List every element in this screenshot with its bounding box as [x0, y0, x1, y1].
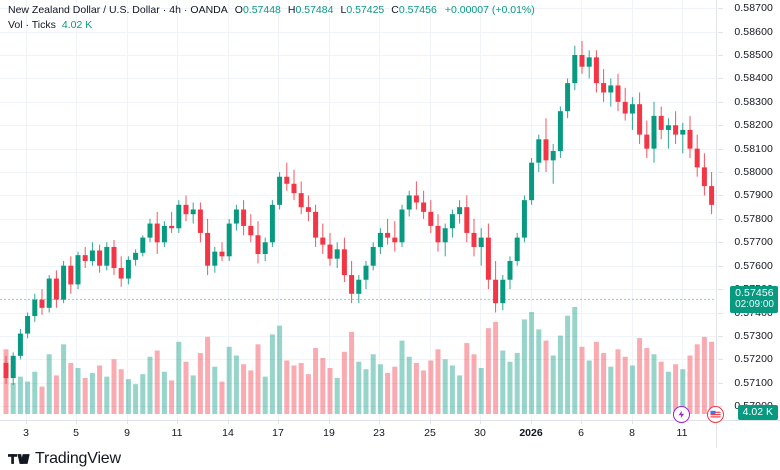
price-axis-label: 0.58400 [734, 72, 773, 85]
price-axis-tick [718, 242, 723, 243]
lightning-icon [678, 410, 685, 419]
time-axis-label: 9 [124, 427, 130, 439]
tradingview-branding: TradingView [8, 449, 121, 469]
price-axis-label: 0.57900 [734, 189, 773, 202]
alert-lightning-button[interactable] [673, 406, 690, 423]
time-axis[interactable]: 3 5 9 11 14 17 19 23 25 30 2026 6 8 11 [0, 420, 716, 448]
time-axis-label: 8 [629, 427, 635, 439]
price-axis-tick [718, 55, 723, 56]
price-axis-tick [718, 336, 723, 337]
time-axis-tick [581, 420, 582, 424]
price-axis-tick [718, 102, 723, 103]
price-axis-tick [718, 219, 723, 220]
time-axis-tick [379, 420, 380, 424]
time-axis-label: 25 [424, 427, 436, 439]
price-axis-label: 0.58100 [734, 142, 773, 155]
price-axis-tick [718, 8, 723, 9]
price-axis-tick [718, 266, 723, 267]
time-axis-label: 30 [474, 427, 486, 439]
price-axis-tick [718, 172, 723, 173]
time-axis-label: 2026 [519, 427, 543, 439]
volume-series [3, 306, 715, 414]
price-axis-tick [718, 313, 723, 314]
price-axis-label: 0.58200 [734, 119, 773, 132]
price-axis-label: 0.58000 [734, 166, 773, 179]
current-price-line [0, 298, 716, 300]
time-axis-label: 5 [73, 427, 79, 439]
price-axis-tick [718, 125, 723, 126]
time-axis-tick [76, 420, 77, 424]
time-axis-tick [531, 420, 532, 424]
time-axis-label: 14 [222, 427, 234, 439]
volume-tag: 4.02 K [737, 405, 778, 420]
current-price-value: 0.57456 [735, 287, 774, 300]
time-axis-label: 17 [272, 427, 284, 439]
tradingview-wordmark: TradingView [35, 450, 121, 467]
time-axis-tick [127, 420, 128, 424]
price-axis-tick [718, 289, 723, 290]
price-axis[interactable]: 0.58700 0.58600 0.58500 0.58400 0.58300 0.582… [716, 0, 780, 420]
price-axis-label: 0.58500 [734, 49, 773, 61]
time-axis-divider [0, 420, 780, 421]
price-axis-label: 0.57700 [734, 236, 773, 249]
price-axis-label: 0.57200 [734, 353, 773, 366]
bar-countdown: 02:09:00 [735, 299, 774, 311]
candlestick-series [3, 40, 715, 386]
time-axis-tick [329, 420, 330, 424]
time-axis-label: 19 [323, 427, 335, 439]
time-axis-label: 23 [373, 427, 385, 439]
price-axis-label: 0.58600 [734, 25, 773, 38]
price-axis-tick [718, 32, 723, 33]
price-axis-label: 0.57300 [734, 329, 773, 342]
price-axis-label: 0.57600 [734, 259, 773, 272]
price-axis-tick [718, 78, 723, 79]
time-axis-label: 11 [676, 427, 688, 439]
price-axis-divider [716, 0, 717, 448]
time-axis-tick [26, 420, 27, 424]
time-axis-tick [430, 420, 431, 424]
price-axis-label: 0.58300 [734, 95, 773, 108]
tradingview-logo-icon [8, 454, 30, 464]
chart-plot-area[interactable] [0, 0, 716, 420]
time-axis-label: 6 [578, 427, 584, 439]
time-axis-tick [480, 420, 481, 424]
current-price-tag: 0.57456 02:09:00 [730, 286, 778, 314]
time-axis-tick [177, 420, 178, 424]
time-axis-label: 11 [171, 427, 183, 439]
price-axis-tick [718, 406, 723, 407]
time-axis-tick [632, 420, 633, 424]
price-axis-label: 0.57800 [734, 212, 773, 225]
price-axis-tick [718, 149, 723, 150]
time-axis-tick [278, 420, 279, 424]
time-axis-label: 3 [23, 427, 29, 439]
session-flag-button[interactable] [707, 406, 724, 423]
price-axis-label: 0.57100 [734, 376, 773, 389]
time-axis-tick [228, 420, 229, 424]
price-axis-tick [718, 383, 723, 384]
price-axis-tick [718, 195, 723, 196]
us-flag-icon [710, 409, 721, 420]
price-axis-label: 0.58700 [734, 2, 773, 15]
price-axis-tick [718, 359, 723, 360]
